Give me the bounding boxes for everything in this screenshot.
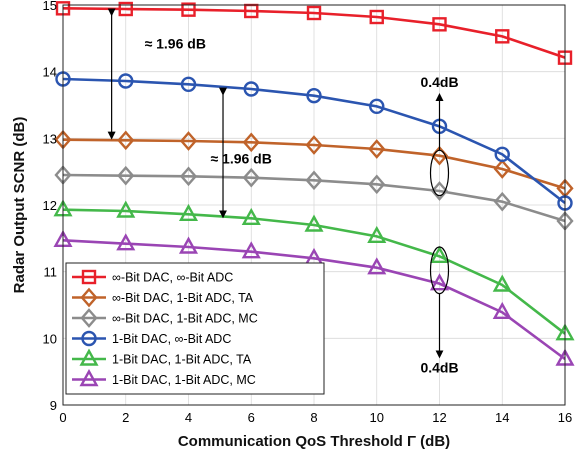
- data-point: [368, 139, 386, 159]
- data-point: [118, 1, 133, 17]
- legend-item: 1-Bit DAC, 1-Bit ADC, MC: [72, 369, 256, 387]
- plot-frame: [62, 4, 566, 406]
- legend-label: 1-Bit DAC, ∞-Bit ADC: [112, 332, 231, 346]
- series-line: [62, 77, 566, 205]
- legend-marker: [80, 308, 98, 328]
- data-point: [117, 130, 135, 151]
- legend-item: 1-Bit DAC, ∞-Bit ADC: [72, 330, 231, 347]
- x-tick-label: 8: [310, 410, 317, 425]
- annotation-label: 0.4dB: [420, 74, 458, 90]
- annotation-label: ≈ 1.96 dB: [145, 35, 206, 51]
- legend-label: ∞-Bit DAC, ∞-Bit ADC: [112, 271, 233, 285]
- series-line: [62, 208, 566, 335]
- legend-marker: [80, 287, 98, 308]
- data-point: [492, 301, 512, 320]
- legend-label: ∞-Bit DAC, 1-Bit ADC, MC: [112, 312, 258, 326]
- data-point: [242, 167, 260, 188]
- data-point: [367, 257, 387, 275]
- data-point: [432, 17, 447, 32]
- data-point: [493, 191, 511, 212]
- data-point: [306, 5, 322, 21]
- annotations-group: ≈ 1.96 dB ≈ 1.96 dB 0.4dB 0.4dB: [107, 8, 459, 375]
- data-point: [493, 159, 511, 179]
- data-point: [243, 81, 259, 97]
- y-tick-label: 13: [43, 131, 57, 146]
- series-line: [62, 7, 566, 59]
- x-tick-label: 4: [185, 410, 192, 425]
- data-point: [305, 170, 323, 191]
- x-tick-label: 16: [558, 410, 572, 425]
- x-tick-label: 12: [432, 410, 446, 425]
- tick-labels: 0 2 4 6 8 10 12 14 16 9 10 11 12 13 14 15: [43, 0, 573, 425]
- y-axis-title: Radar Output SCNR (dB): [11, 117, 28, 294]
- data-point: [429, 245, 450, 264]
- legend-item: ∞-Bit DAC, 1-Bit ADC, TA: [72, 287, 254, 308]
- annotation-0: ≈ 1.96 dB: [107, 8, 206, 140]
- legend-marker: [81, 269, 97, 285]
- x-tick-label: 10: [370, 410, 384, 425]
- annotation-label: 0.4dB: [420, 359, 458, 375]
- x-tick-label: 2: [122, 410, 129, 425]
- series-2: [54, 165, 574, 231]
- data-point: [118, 73, 134, 89]
- legend-item: 1-Bit DAC, 1-Bit ADC, TA: [72, 348, 252, 367]
- data-point: [495, 29, 510, 44]
- series-line: [62, 138, 566, 190]
- series-0: [55, 1, 573, 65]
- legend-marker: [79, 348, 99, 366]
- legend-label: 1-Bit DAC, 1-Bit ADC, MC: [112, 373, 256, 387]
- data-point: [430, 181, 449, 201]
- data-point: [368, 174, 386, 195]
- data-point: [181, 2, 196, 17]
- y-tick-label: 12: [43, 198, 57, 213]
- y-tick-label: 15: [43, 0, 57, 13]
- data-point: [178, 236, 199, 254]
- y-tick-label: 11: [44, 265, 58, 280]
- y-tick-label: 9: [50, 398, 57, 413]
- data-point: [179, 166, 198, 187]
- x-axis-title: Communication QoS Threshold Γ (dB): [178, 433, 450, 450]
- data-point: [116, 200, 136, 218]
- data-point: [178, 203, 199, 222]
- data-point: [369, 9, 384, 25]
- annotation-2: 0.4dB: [420, 74, 459, 197]
- legend-marker: [81, 330, 97, 347]
- data-point: [492, 274, 512, 292]
- data-point: [180, 76, 197, 93]
- data-point: [179, 131, 198, 151]
- data-point: [494, 146, 510, 163]
- y-tick-label: 14: [43, 65, 57, 80]
- y-tick-label: 10: [43, 331, 57, 346]
- series-line: [62, 239, 566, 361]
- x-tick-label: 0: [59, 410, 66, 425]
- data-point: [367, 225, 387, 244]
- series-line: [62, 173, 566, 223]
- data-point: [241, 207, 261, 226]
- x-tick-label: 6: [248, 410, 255, 425]
- legend-marker: [79, 369, 99, 387]
- legend-box: [65, 262, 325, 395]
- data-point: [242, 132, 260, 153]
- legend-item: ∞-Bit DAC, ∞-Bit ADC: [72, 269, 233, 285]
- data-point: [304, 214, 324, 232]
- x-tick-label: 14: [495, 410, 509, 425]
- legend: ∞-Bit DAC, ∞-Bit ADC ∞-Bit DAC, 1-Bit ADC…: [65, 262, 325, 395]
- data-point: [241, 241, 261, 259]
- data-point: [305, 135, 323, 155]
- legend-item: ∞-Bit DAC, 1-Bit ADC, MC: [72, 308, 258, 328]
- annotation-3: 0.4dB: [420, 246, 459, 375]
- data-point: [116, 233, 136, 251]
- legend-label: ∞-Bit DAC, 1-Bit ADC, TA: [112, 291, 254, 305]
- data-point: [369, 98, 385, 115]
- data-point: [117, 165, 135, 186]
- data-point: [306, 87, 322, 104]
- data-point: [429, 273, 450, 291]
- series-5: [53, 229, 575, 366]
- annotation-label: ≈ 1.96 dB: [210, 151, 271, 167]
- annotation-1: ≈ 1.96 dB: [210, 87, 272, 219]
- legend-label: 1-Bit DAC, 1-Bit ADC, TA: [112, 353, 252, 367]
